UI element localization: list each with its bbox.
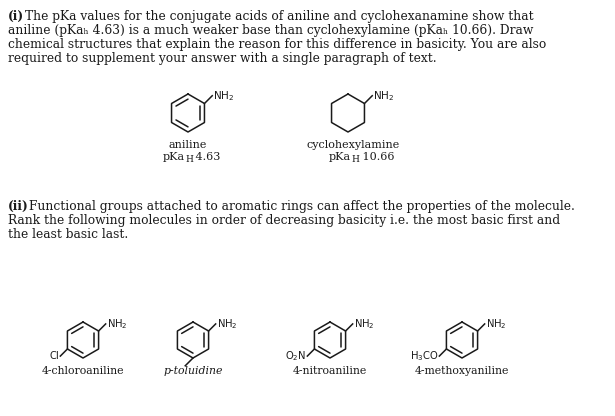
Text: 4-chloroaniline: 4-chloroaniline xyxy=(42,366,124,376)
Text: H: H xyxy=(351,154,359,163)
Text: cyclohexylamine: cyclohexylamine xyxy=(306,140,400,150)
Text: aniline (pKaₕ 4.63) is a much weaker base than cyclohexylamine (pKaₕ 10.66). Dra: aniline (pKaₕ 4.63) is a much weaker bas… xyxy=(8,24,533,37)
Text: O$_2$N: O$_2$N xyxy=(285,349,306,363)
Text: (i): (i) xyxy=(8,10,24,23)
Text: 4-methoxyaniline: 4-methoxyaniline xyxy=(415,366,509,376)
Text: 4.63: 4.63 xyxy=(192,152,220,162)
Text: NH$_2$: NH$_2$ xyxy=(373,89,394,103)
Text: p-toluidine: p-toluidine xyxy=(164,366,223,376)
Text: 10.66: 10.66 xyxy=(359,152,394,162)
Text: pKa: pKa xyxy=(163,152,185,162)
Text: NH$_2$: NH$_2$ xyxy=(106,317,127,331)
Text: H$_3$CO: H$_3$CO xyxy=(410,349,438,363)
Text: Cl: Cl xyxy=(50,351,59,361)
Text: Functional groups attached to aromatic rings can affect the properties of the mo: Functional groups attached to aromatic r… xyxy=(29,200,575,213)
Text: H: H xyxy=(185,154,193,163)
Text: NH$_2$: NH$_2$ xyxy=(213,89,234,103)
Text: 4-nitroaniline: 4-nitroaniline xyxy=(293,366,367,376)
Text: chemical structures that explain the reason for this difference in basicity. You: chemical structures that explain the rea… xyxy=(8,38,546,51)
Text: NH$_2$: NH$_2$ xyxy=(216,317,237,331)
Text: required to supplement your answer with a single paragraph of text.: required to supplement your answer with … xyxy=(8,52,437,65)
Text: NH$_2$: NH$_2$ xyxy=(486,317,506,331)
Text: the least basic last.: the least basic last. xyxy=(8,228,129,241)
Text: The pKa values for the conjugate acids of aniline and cyclohexanamine show that: The pKa values for the conjugate acids o… xyxy=(25,10,534,23)
Text: aniline: aniline xyxy=(169,140,207,150)
Text: NH$_2$: NH$_2$ xyxy=(354,317,374,331)
Text: (ii): (ii) xyxy=(8,200,29,213)
Text: Rank the following molecules in order of decreasing basicity i.e. the most basic: Rank the following molecules in order of… xyxy=(8,214,560,227)
Text: pKa: pKa xyxy=(329,152,351,162)
